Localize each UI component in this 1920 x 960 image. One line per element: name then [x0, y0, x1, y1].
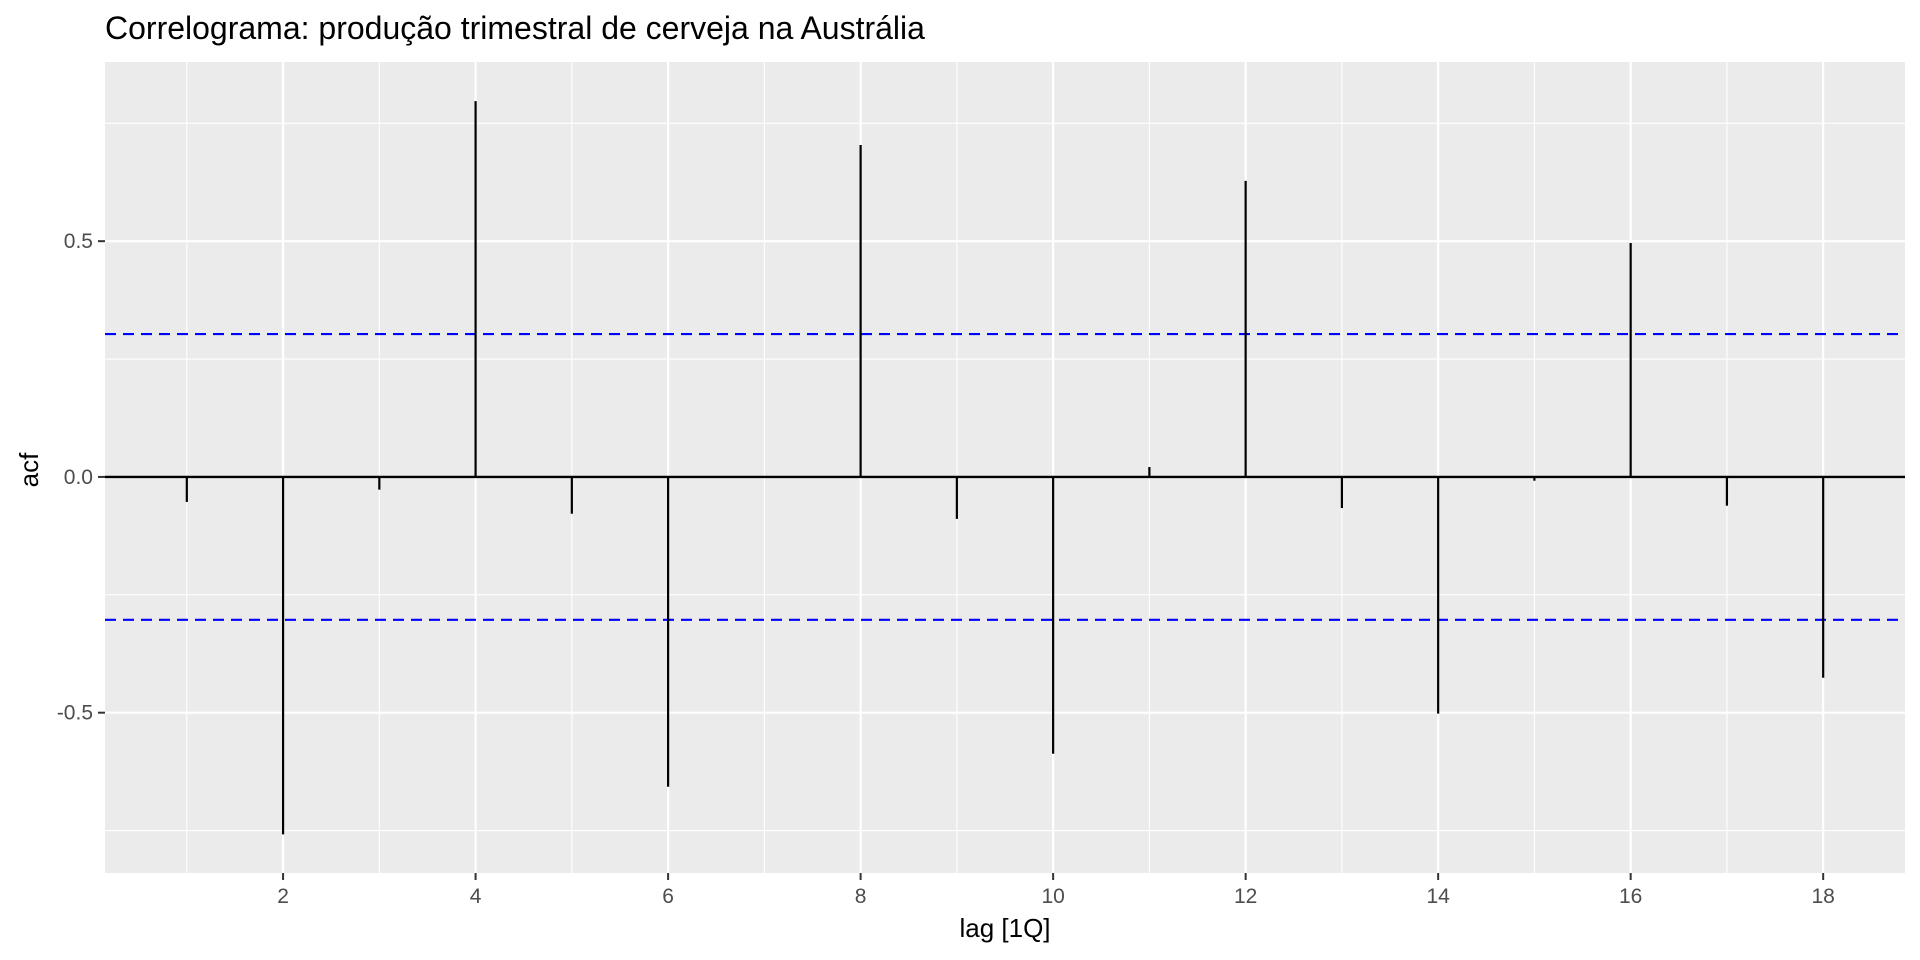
x-tick-label: 4: [470, 885, 482, 908]
acf-spikes: [185, 101, 1825, 835]
x-tick-label: 6: [662, 885, 674, 908]
chart-title: Correlograma: produção trimestral de cer…: [105, 10, 925, 46]
x-tick-label: 2: [277, 885, 289, 908]
x-tick-label: 12: [1234, 885, 1257, 908]
plot-panel: [105, 62, 1905, 873]
x-tick-label: 18: [1812, 885, 1835, 908]
x-tick-label: 10: [1041, 885, 1064, 908]
x-axis-title: lag [1Q]: [959, 913, 1050, 943]
x-tick-label: 14: [1426, 885, 1450, 908]
y-axis-ticks: -0.5 0.0 0.5: [57, 230, 105, 725]
y-axis-title: acf: [14, 452, 44, 487]
significance-bounds: [105, 332, 1905, 621]
x-tick-label: 16: [1619, 885, 1642, 908]
y-tick-label: -0.5: [57, 702, 93, 725]
x-tick-label: 8: [855, 885, 867, 908]
y-tick-label: 0.0: [64, 466, 93, 489]
x-axis-ticks: 2 4 6 8 10 12 14 16 18: [277, 873, 1835, 908]
y-tick-label: 0.5: [64, 230, 93, 253]
